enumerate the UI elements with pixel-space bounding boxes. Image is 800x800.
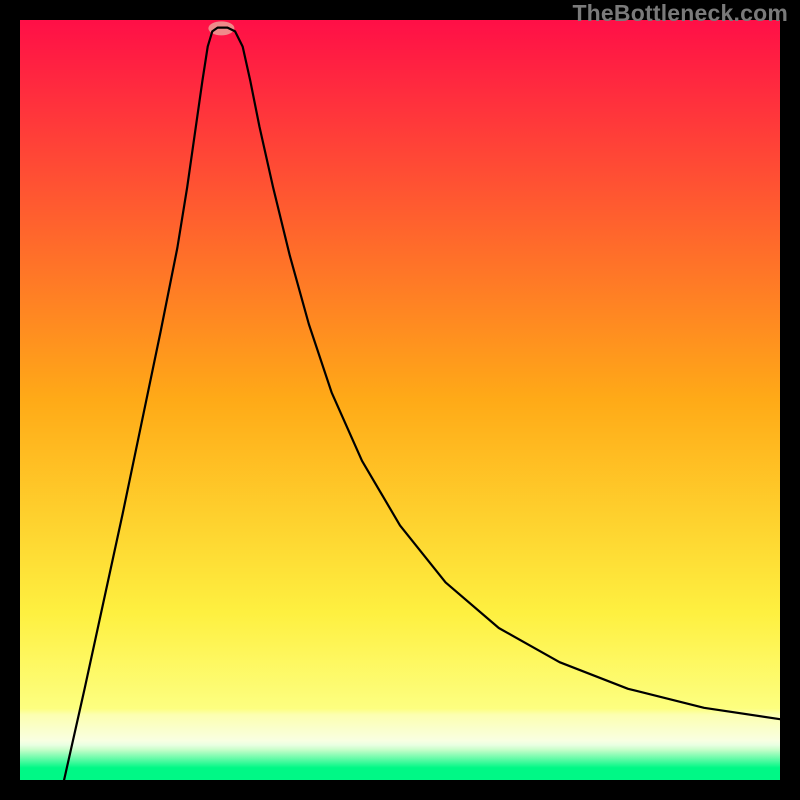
watermark-text: TheBottleneck.com (572, 0, 788, 27)
chart-svg (0, 0, 800, 800)
bottleneck-chart: TheBottleneck.com (0, 0, 800, 800)
plot-background (20, 20, 780, 780)
